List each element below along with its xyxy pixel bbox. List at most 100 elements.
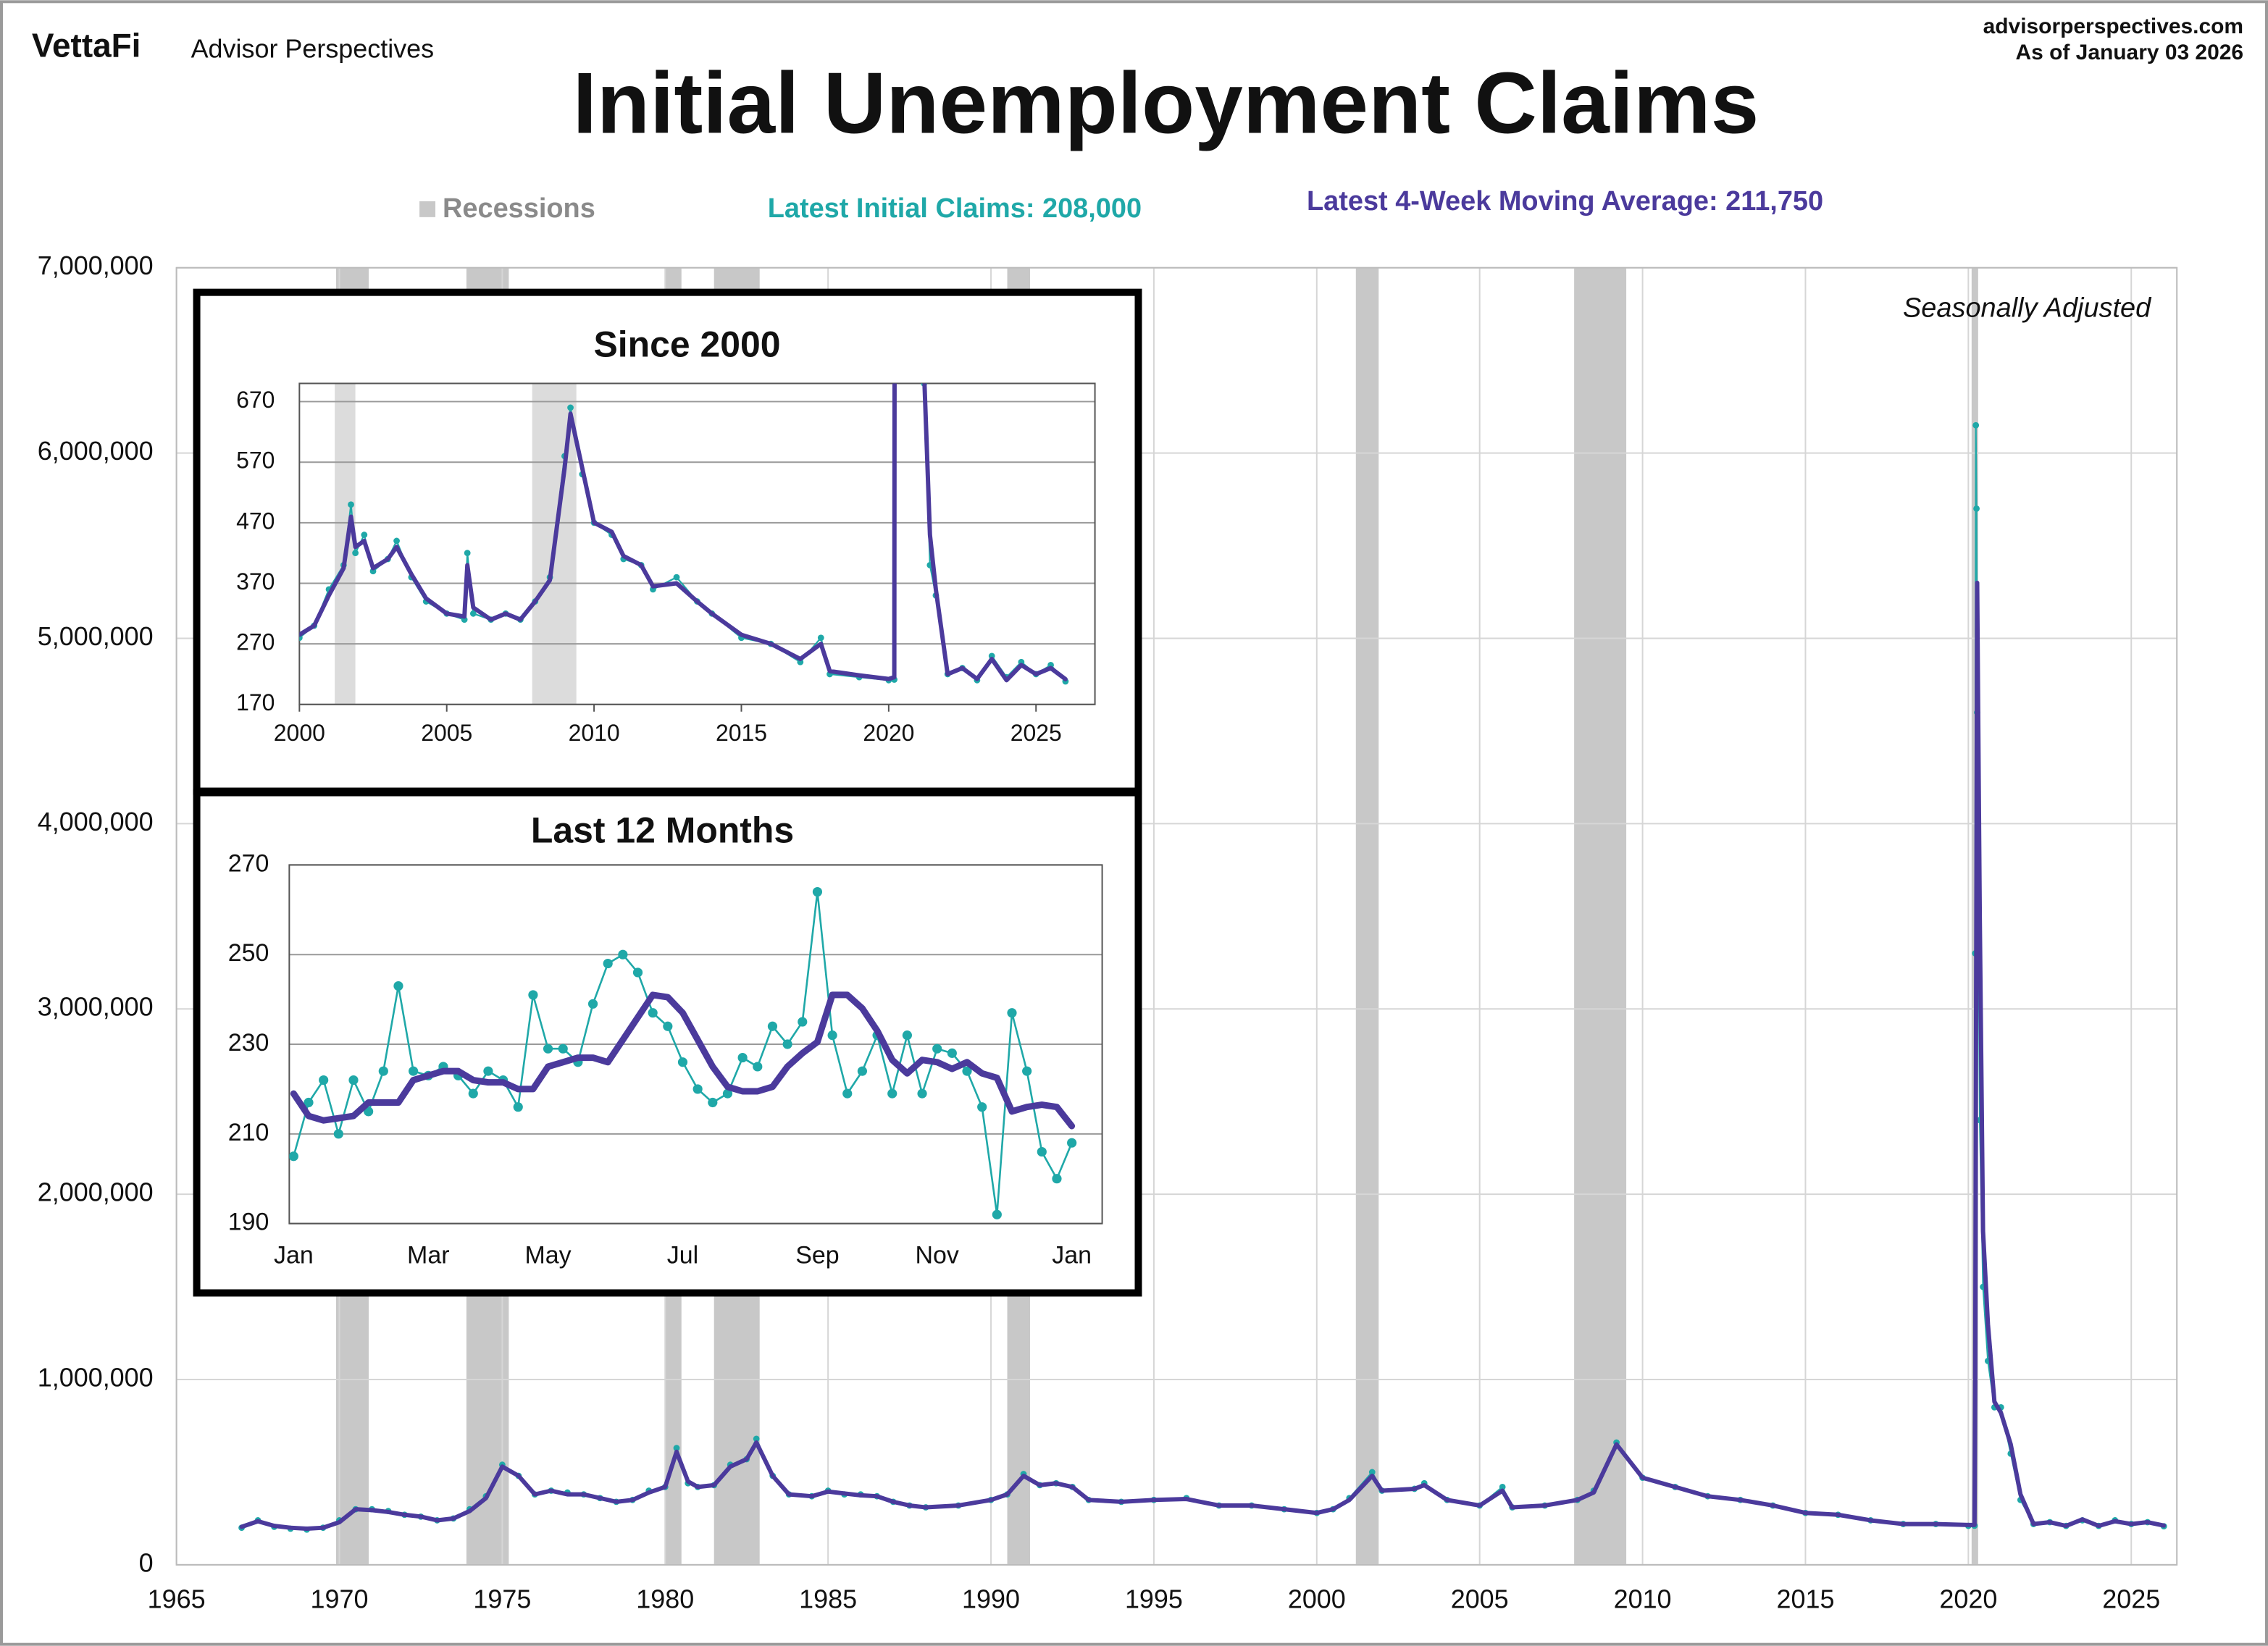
y-tick-label: 170 — [236, 689, 275, 715]
claims-point — [603, 959, 613, 969]
claims-point — [673, 1445, 680, 1452]
x-tick-label: Sep — [795, 1242, 839, 1269]
x-tick-label: 2025 — [2102, 1584, 2160, 1613]
x-tick-label: 2005 — [421, 720, 472, 746]
claims-point — [782, 1039, 792, 1049]
x-tick-label: 2010 — [1614, 1584, 1672, 1613]
site: advisorperspectives.com — [1983, 14, 2243, 38]
y-tick-label: 2,000,000 — [38, 1177, 154, 1207]
x-tick-label: Jul — [667, 1242, 698, 1269]
claims-point — [932, 1044, 942, 1054]
publisher: Advisor Perspectives — [191, 34, 435, 64]
claims-point — [1499, 1484, 1506, 1490]
claims-point — [409, 1066, 419, 1076]
claims-point — [917, 1088, 927, 1099]
y-tick-label: 210 — [228, 1119, 269, 1146]
claims-point — [319, 1075, 329, 1086]
claims-point — [1368, 1469, 1376, 1476]
x-tick-label: 1985 — [799, 1584, 857, 1613]
claims-point — [483, 1066, 493, 1076]
claims-point — [962, 1066, 972, 1076]
legend-swatch — [419, 201, 436, 217]
y-tick-label: 270 — [228, 849, 269, 877]
x-tick-label: 2020 — [863, 720, 914, 746]
y-tick-label: 190 — [228, 1209, 269, 1236]
claims-point — [857, 1066, 867, 1076]
claims-point — [558, 1044, 568, 1054]
inset-title: Since 2000 — [593, 324, 780, 365]
claims-point — [464, 550, 471, 557]
claims-point — [753, 1062, 763, 1072]
claims-point — [708, 1097, 718, 1108]
chart: Since 2000 170 270 370 470 570 670 2000 2005 2010… — [193, 288, 1142, 795]
claims-point — [827, 1030, 837, 1041]
as-of: As of January 03 2026 — [2016, 41, 2244, 64]
plot-frame — [288, 864, 1103, 1225]
y-tick-label: 5,000,000 — [38, 621, 154, 651]
claims-point — [1037, 1146, 1047, 1157]
claims-point — [673, 574, 680, 581]
claims-point — [543, 1044, 553, 1054]
claims-point — [352, 550, 359, 557]
x-tick-label: 1980 — [636, 1584, 694, 1613]
inset-box — [193, 288, 1142, 795]
x-tick-label: 2020 — [1939, 1584, 1997, 1613]
claims-point — [468, 1088, 478, 1099]
claims-point — [393, 981, 403, 991]
chart-title: Initial Unemployment Claims — [573, 56, 1759, 152]
y-tick-label: 670 — [236, 387, 275, 413]
series-layer — [238, 421, 2167, 1533]
claims-point — [289, 1151, 298, 1162]
x-tick-label: May — [524, 1242, 571, 1269]
claims-point — [1973, 505, 1980, 512]
claims-point — [1052, 1174, 1062, 1184]
x-tick-label: 2010 — [569, 720, 620, 746]
claims-point — [737, 1052, 748, 1063]
claims-point — [798, 1017, 808, 1027]
x-tick-label: Nov — [916, 1242, 959, 1269]
claims-point — [348, 1075, 359, 1086]
claims-point — [528, 990, 538, 1000]
claims-point — [947, 1048, 957, 1058]
x-tick-label: 2005 — [1451, 1584, 1509, 1613]
y-tick-label: 3,000,000 — [38, 992, 154, 1022]
claims-point — [304, 1097, 314, 1108]
claims-point — [677, 1057, 688, 1067]
moving-average-line — [290, 991, 1076, 1130]
claims-point — [842, 1088, 853, 1099]
x-tick-label: 1995 — [1125, 1584, 1183, 1613]
claims-point — [469, 610, 477, 617]
y-tick-label: 6,000,000 — [38, 436, 154, 466]
y-tick-label: 0 — [139, 1548, 154, 1577]
charts: 0 1,000,000 2,000,000 3,000,000 4,000,000 5,0… — [38, 251, 2178, 1613]
claims-point — [393, 537, 400, 545]
claims-point — [1972, 421, 1980, 429]
claims-point — [902, 1030, 912, 1041]
annotation: Seasonally Adjusted — [1903, 293, 2152, 324]
x-tick-label: 2015 — [716, 720, 767, 746]
x-tick-label: 2000 — [274, 720, 325, 746]
claims-point — [378, 1066, 388, 1076]
y-tick-label: 370 — [236, 568, 275, 595]
claims-point — [753, 1435, 760, 1443]
inset-box — [193, 789, 1142, 1297]
x-tick-label: Jan — [1052, 1242, 1092, 1269]
brand: VettaFi — [32, 26, 141, 64]
claims-point — [333, 1129, 343, 1139]
claims-point — [618, 949, 628, 960]
claims-point — [648, 1008, 658, 1018]
claims-point — [361, 532, 368, 538]
claims-point — [1007, 1008, 1017, 1018]
claims-point — [692, 1084, 703, 1094]
series-layer — [299, 383, 1069, 685]
legend-claims: Latest Initial Claims: 208,000 — [768, 193, 1142, 224]
claims-point — [567, 404, 574, 411]
claims-point — [348, 501, 354, 508]
y-tick-label: 270 — [236, 629, 275, 655]
y-tick-label: 250 — [228, 939, 269, 967]
claims-point — [663, 1021, 673, 1031]
legend-moving-average: Latest 4-Week Moving Average: 211,750 — [1307, 186, 1823, 217]
x-tick-label: 1965 — [148, 1584, 206, 1613]
claims-point — [977, 1102, 987, 1112]
